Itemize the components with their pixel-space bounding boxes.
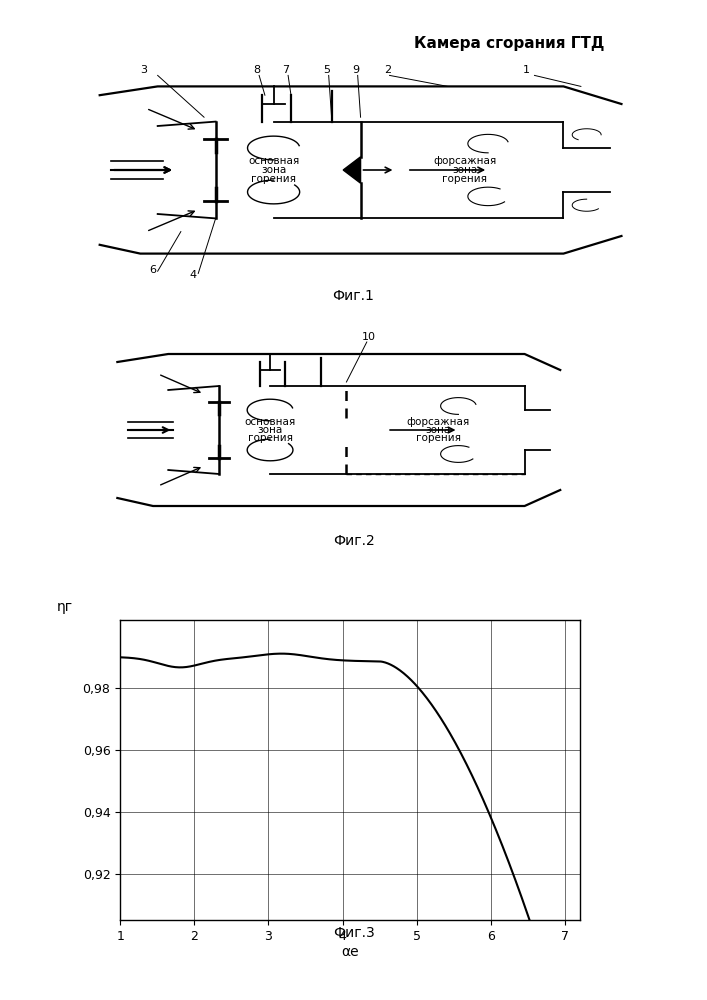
Text: 10: 10 [362,332,375,342]
Polygon shape [343,157,361,183]
Text: 9: 9 [352,65,359,75]
Text: зона: зона [452,165,477,175]
Text: зона: зона [257,425,283,435]
Text: форсажная: форсажная [407,417,469,427]
Text: 2: 2 [384,65,391,75]
X-axis label: αе: αе [341,946,358,960]
Text: Камера сгорания ГТД: Камера сгорания ГТД [414,36,604,51]
Text: горения: горения [416,433,460,443]
Text: зона: зона [426,425,450,435]
Text: 1: 1 [523,65,530,75]
Text: Фиг.1: Фиг.1 [332,289,375,303]
Text: горения: горения [443,174,487,184]
Text: 4: 4 [189,270,197,280]
Text: Фиг.3: Фиг.3 [332,926,375,940]
Text: 5: 5 [323,65,330,75]
Text: 7: 7 [282,65,289,75]
Text: основная: основная [248,156,299,166]
Text: 6: 6 [149,265,156,275]
Text: горения: горения [247,433,293,443]
Text: 3: 3 [140,65,147,75]
Text: Фиг.2: Фиг.2 [332,534,375,548]
Text: форсажная: форсажная [433,156,496,166]
Y-axis label: ηг: ηг [57,600,73,614]
Text: 8: 8 [253,65,260,75]
Text: основная: основная [245,417,296,427]
Text: зона: зона [261,165,286,175]
Text: горения: горения [251,174,296,184]
